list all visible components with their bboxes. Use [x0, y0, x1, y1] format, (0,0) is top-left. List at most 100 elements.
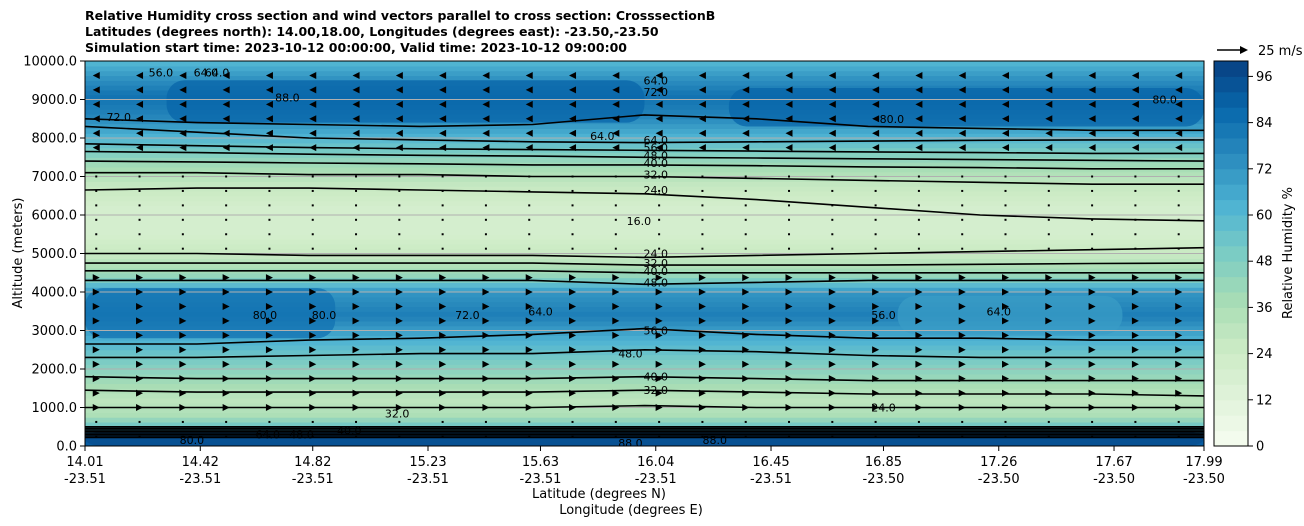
wind-vector [655, 144, 663, 152]
wind-vector [265, 317, 273, 325]
wind-vector [439, 71, 447, 79]
wind-vector [744, 233, 747, 236]
wind-vector [1002, 71, 1010, 79]
wind-vector [785, 274, 793, 282]
wind-vector [742, 274, 750, 282]
wind-vector [917, 233, 920, 236]
wind-vector [614, 218, 617, 221]
wind-vector [92, 288, 100, 296]
wind-vector [222, 144, 230, 152]
wind-vector [439, 115, 447, 123]
colorbar-tick-label: 48 [1256, 255, 1273, 270]
rh-band [85, 239, 1204, 245]
wind-vector [698, 389, 706, 397]
wind-vector [398, 175, 401, 178]
wind-vector [569, 288, 577, 296]
wind-vector [136, 389, 144, 397]
wind-vector [742, 86, 750, 94]
x-tick-label-lon: -23.51 [407, 472, 449, 487]
wind-vector [222, 71, 230, 79]
wind-vector [225, 218, 228, 221]
rh-patch [166, 80, 645, 123]
colorbar-tick-label: 12 [1256, 393, 1273, 408]
wind-vector [395, 144, 403, 152]
wind-vector [744, 175, 747, 178]
rh-band [85, 94, 1204, 101]
wind-vector [181, 435, 184, 438]
wind-vector [222, 129, 230, 137]
wind-vector [1134, 420, 1137, 423]
rh-band [85, 383, 1204, 389]
wind-vector [742, 375, 750, 383]
wind-vector [698, 360, 706, 368]
wind-vector [441, 189, 444, 192]
wind-vector [484, 233, 487, 236]
wind-vector [352, 274, 360, 282]
wind-vector [352, 389, 360, 397]
wind-vector [569, 86, 577, 94]
wind-vector [138, 204, 141, 207]
x-tick-label-lon: -23.50 [978, 472, 1020, 487]
colorbar-label: Relative Humidity % [1281, 187, 1296, 319]
wind-vector [1088, 100, 1096, 108]
wind-vector [95, 218, 98, 221]
wind-vector [439, 288, 447, 296]
wind-vector [138, 435, 141, 438]
wind-vector [222, 331, 230, 339]
wind-vector [311, 247, 314, 250]
contour-label: 64.0 [194, 67, 219, 80]
wind-vector [179, 331, 187, 339]
wind-vector [1134, 204, 1137, 207]
contour-label: 56.0 [643, 142, 668, 155]
wind-vector [528, 175, 531, 178]
wind-vector [698, 317, 706, 325]
wind-vector [352, 129, 360, 137]
wind-vector [395, 404, 403, 411]
wind-vector [352, 115, 360, 123]
wind-vector [612, 144, 620, 152]
wind-vector [828, 274, 836, 282]
contour-label: 56.0 [871, 309, 896, 322]
contour-label: 32.0 [385, 407, 410, 420]
wind-vector [309, 144, 317, 152]
wind-vector [698, 404, 706, 411]
wind-vector [698, 86, 706, 94]
wind-vector [311, 189, 314, 192]
contour-label: 64.0 [528, 305, 553, 318]
wind-vector [1134, 189, 1137, 192]
rh-band [85, 364, 1204, 370]
wind-vector [874, 218, 877, 221]
wind-vector [1175, 115, 1183, 123]
wind-vector [742, 331, 750, 339]
x-tick-label-lon: -23.50 [1093, 472, 1135, 487]
wind-vector [138, 175, 141, 178]
wind-vector [1131, 288, 1139, 296]
wind-vector [441, 204, 444, 207]
wind-vector [311, 435, 314, 438]
wind-vector [311, 175, 314, 178]
wind-vector [958, 360, 966, 368]
wind-vector [439, 360, 447, 368]
wind-vector [484, 175, 487, 178]
wind-vector [872, 317, 880, 325]
wind-vector [1091, 435, 1094, 438]
wind-vector [222, 100, 230, 108]
wind-vector [1088, 302, 1096, 310]
contour-label: 32.0 [643, 257, 668, 270]
wind-vector [744, 218, 747, 221]
wind-vector [1045, 274, 1053, 282]
wind-vector [1004, 218, 1007, 221]
wind-vector [179, 274, 187, 282]
wind-vector [1177, 204, 1180, 207]
wind-vector [614, 247, 617, 250]
wind-vector [352, 144, 360, 152]
wind-vector [915, 86, 923, 94]
wind-vector [612, 389, 620, 397]
wind-vector [1045, 389, 1053, 397]
rh-band [85, 176, 1204, 182]
wind-vector [785, 389, 793, 397]
wind-vector [828, 389, 836, 397]
contour-label: 80.0 [253, 309, 278, 322]
wind-vector [181, 420, 184, 423]
wind-vector [872, 71, 880, 79]
